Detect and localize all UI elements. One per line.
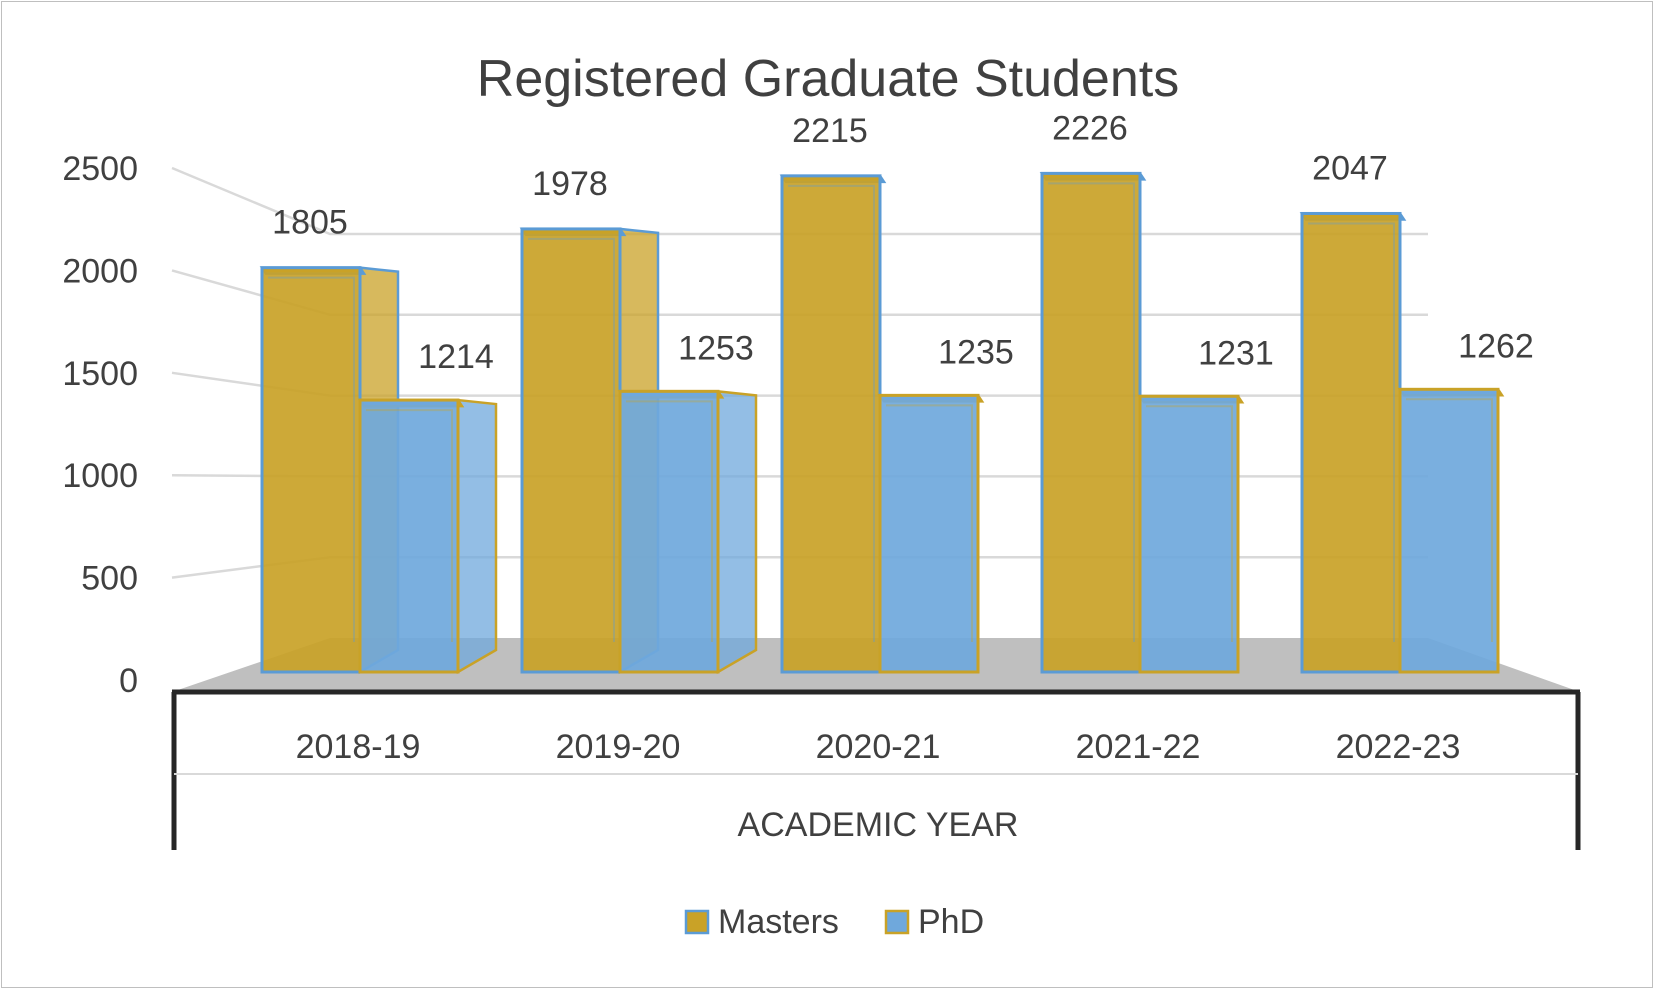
bar-masters-edge (268, 276, 355, 642)
x-tick-label: 2021-22 (1076, 728, 1201, 766)
y-tick-label: 2000 (62, 252, 138, 290)
data-label-masters: 2047 (1312, 149, 1388, 187)
bar-masters (1039, 171, 1147, 674)
data-label-phd: 1231 (1198, 334, 1274, 372)
x-tick-label: 2022-23 (1336, 728, 1461, 766)
bar-phd-side (716, 389, 758, 675)
bar-phd-side (456, 398, 498, 675)
y-tick-label: 1000 (62, 457, 138, 495)
bar-masters (779, 174, 887, 674)
bar-phd (617, 389, 758, 675)
x-tick-label: 2018-19 (296, 728, 421, 766)
legend-label: Masters (718, 903, 839, 941)
x-axis-title: ACADEMIC YEAR (738, 806, 1019, 844)
bar-masters (1299, 211, 1407, 674)
bar-phd (1137, 394, 1245, 674)
data-label-masters: 1978 (532, 165, 608, 203)
bar-phd-edge (366, 409, 453, 642)
data-label-phd: 1214 (418, 338, 494, 376)
data-label-masters: 1805 (272, 204, 348, 242)
bar-phd-edge (1146, 405, 1233, 642)
data-label-masters: 2215 (792, 112, 868, 150)
bar-phd-edge (1406, 398, 1493, 642)
bar-masters-edge (788, 184, 875, 642)
bar-phd-front (1398, 387, 1500, 674)
bar-phd-front (358, 398, 460, 674)
bar-phd-edge (626, 400, 713, 642)
x-tick-label: 2019-20 (556, 728, 681, 766)
x-tick-label: 2020-21 (816, 728, 941, 766)
bar-phd-front (878, 393, 980, 674)
chart-title: Registered Graduate Students (477, 50, 1179, 108)
legend: Masters PhD (684, 903, 984, 941)
y-tick-label: 500 (81, 560, 138, 598)
bar-masters-front (780, 174, 882, 674)
bar-phd-front (618, 389, 720, 674)
bar-masters-front (520, 227, 622, 674)
bar-phd (357, 398, 498, 675)
bar-masters-edge (1048, 182, 1135, 642)
bar-phd (1397, 387, 1505, 674)
y-tick-label: 0 (119, 662, 138, 700)
y-tick-label: 1500 (62, 355, 138, 393)
legend-swatch (884, 909, 910, 935)
bar-masters-edge (1308, 222, 1395, 642)
y-tick-label: 2500 (62, 150, 138, 188)
data-label-phd: 1253 (678, 329, 754, 367)
data-label-phd: 1262 (1458, 327, 1534, 365)
data-label-phd: 1235 (938, 333, 1014, 371)
bar-masters-edge (528, 237, 615, 642)
bar-phd (877, 393, 985, 674)
bar-masters-front (1040, 171, 1142, 674)
bar-masters-front (260, 266, 362, 674)
legend-label: PhD (918, 903, 984, 941)
bar-phd-front (1138, 394, 1240, 674)
data-label-masters: 2226 (1052, 109, 1128, 147)
bar-phd-edge (886, 404, 973, 642)
legend-swatch (684, 909, 710, 935)
bar-masters-front (1300, 211, 1402, 674)
